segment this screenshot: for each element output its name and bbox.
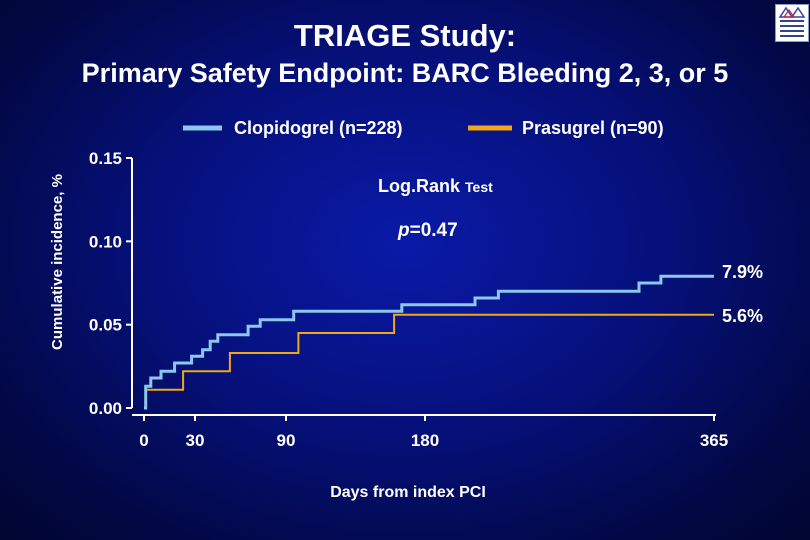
legend-clopidogrel-label: Clopidogrel (n=228) (234, 118, 403, 138)
clopidogrel-curve (144, 274, 714, 410)
curves (144, 274, 714, 410)
prasugrel-curve (144, 313, 714, 409)
logrank-annotation: Log.Rank Test (378, 176, 493, 196)
institution-logo (775, 4, 809, 42)
axes: 0.00 0.05 0.10 0.15 0 30 90 180 365 (89, 149, 728, 450)
chart-title: TRIAGE Study: (293, 18, 517, 53)
x-tick-label: 365 (700, 431, 728, 450)
y-tick-label: 0.10 (89, 232, 122, 251)
x-tick-label: 0 (139, 431, 148, 450)
y-tick-label: 0.15 (89, 149, 122, 168)
x-tick-label: 180 (411, 431, 439, 450)
x-tick-label: 30 (186, 431, 205, 450)
p-value-annotation: p=0.47 (397, 220, 458, 241)
y-tick-label: 0.00 (89, 399, 122, 418)
prasugrel-end-label: 5.6% (722, 306, 763, 326)
y-tick-label: 0.05 (89, 316, 122, 335)
clopidogrel-end-label: 7.9% (722, 262, 763, 282)
chart-subtitle: Primary Safety Endpoint: BARC Bleeding 2… (81, 58, 729, 88)
x-axis-label: Days from index PCI (330, 484, 486, 501)
legend-prasugrel-label: Prasugrel (n=90) (522, 118, 664, 138)
x-tick-label: 90 (277, 431, 296, 450)
y-axis-label: Cumulative incidence, % (49, 174, 66, 350)
legend: Clopidogrel (n=228) Prasugrel (n=90) (183, 118, 664, 138)
